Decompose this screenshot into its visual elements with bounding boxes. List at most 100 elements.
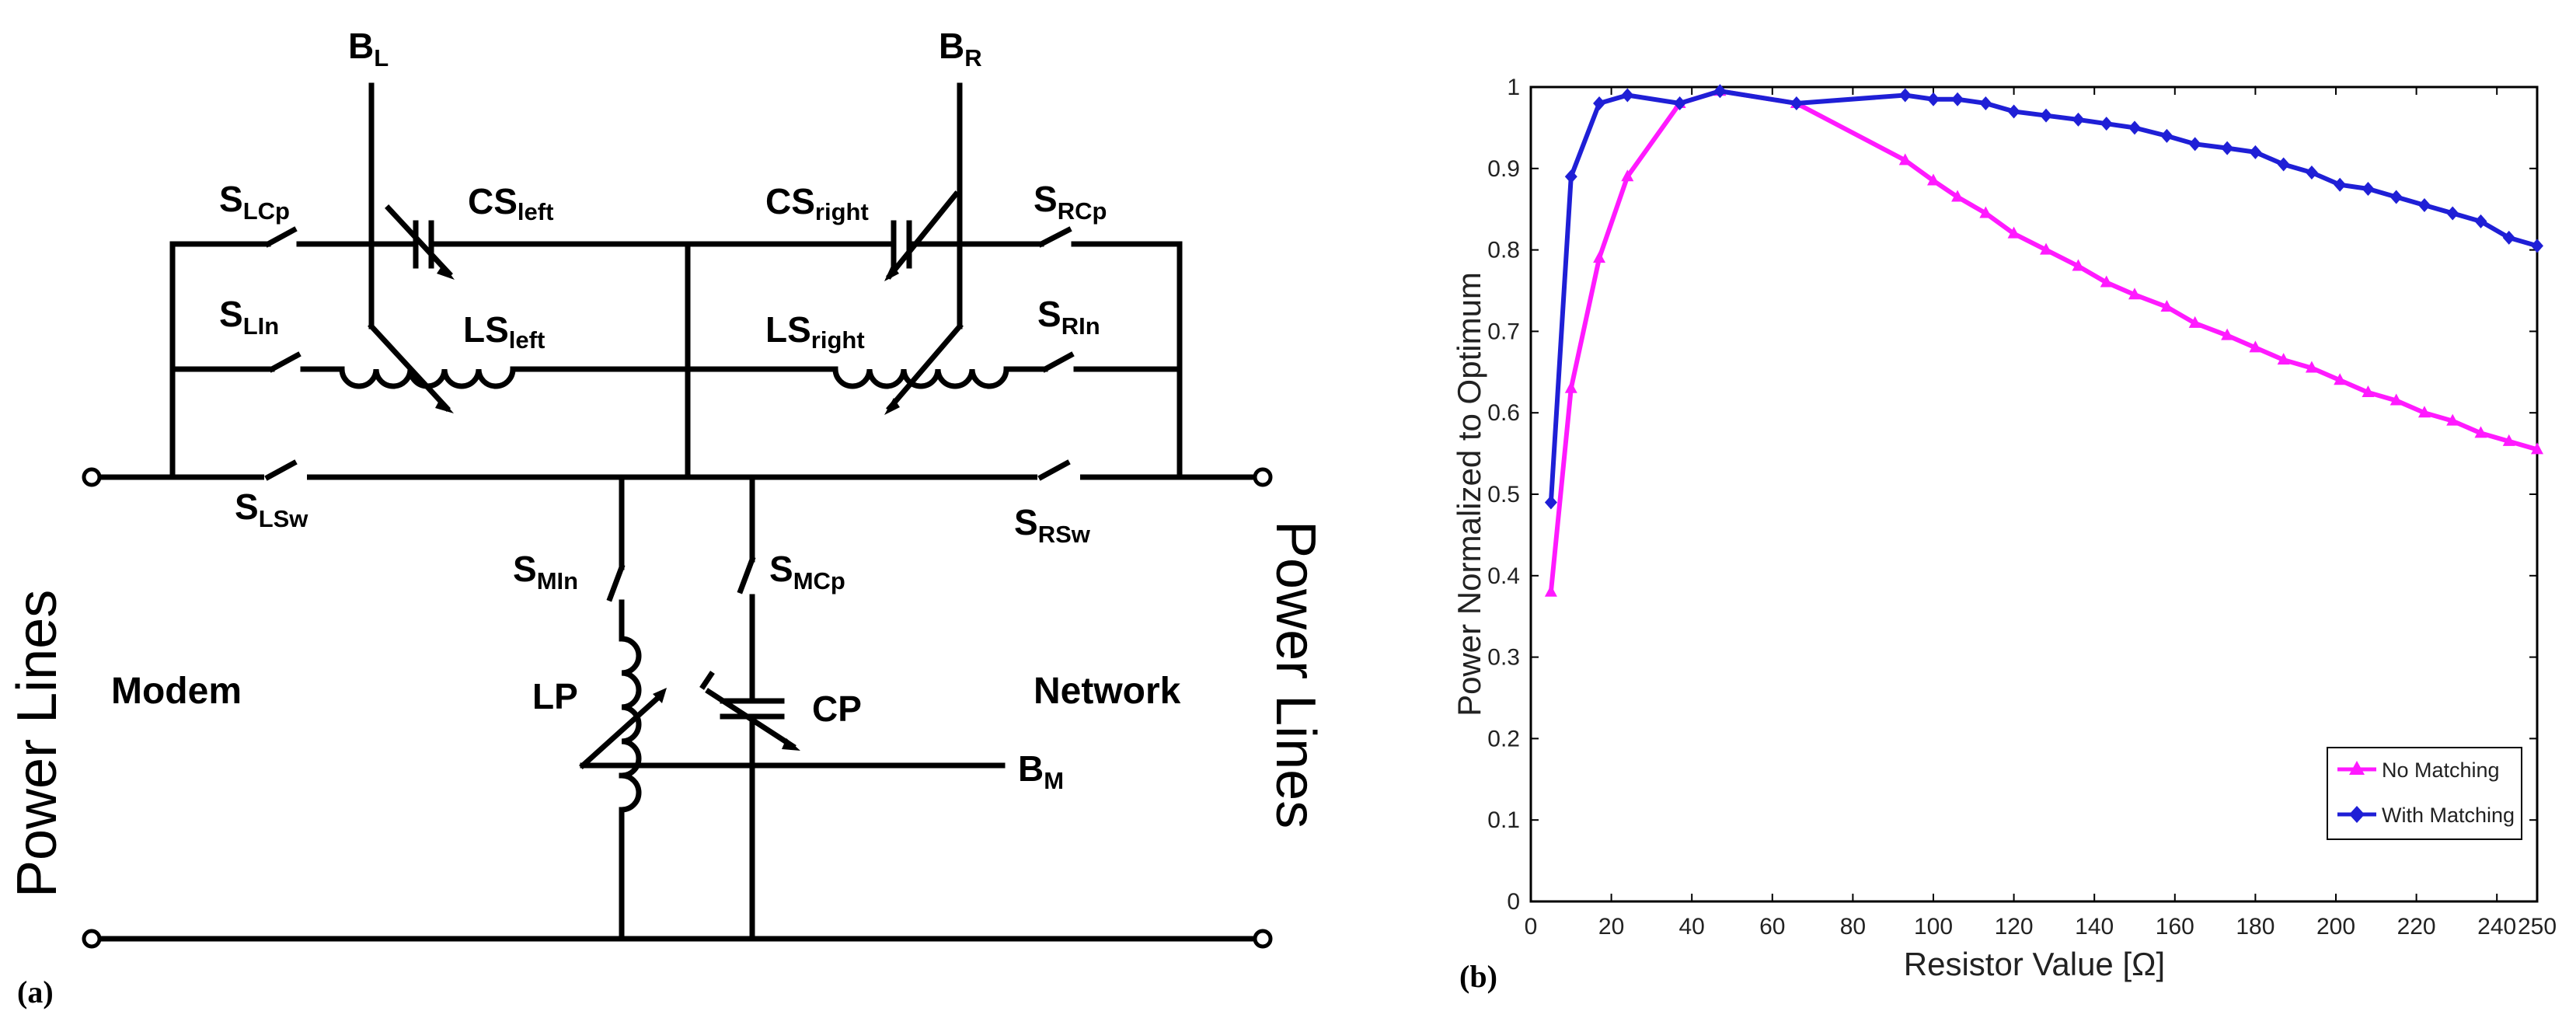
label-csright: CSright (765, 181, 869, 225)
data-point-with-matching (2072, 112, 2085, 127)
label-smin: SMIn (513, 549, 578, 594)
data-point-with-matching (2188, 137, 2201, 152)
data-point-with-matching (2531, 239, 2543, 253)
data-point-with-matching (2305, 166, 2318, 180)
data-point-no-matching (2040, 242, 2053, 255)
switch-slsw (264, 459, 307, 488)
legend-marker-with-matching (2349, 806, 2365, 823)
x-tick-label: 20 (1598, 914, 1624, 940)
x-tick-label: 160 (2156, 914, 2194, 940)
data-point-with-matching (1790, 96, 1803, 110)
y-tick-label: 0.2 (1487, 726, 1520, 751)
data-point-with-matching (2417, 197, 2431, 212)
y-tick-label: 0.6 (1487, 400, 1520, 426)
right-top-terminal (1253, 467, 1273, 487)
data-point-no-matching (2362, 385, 2375, 397)
data-point-no-matching (1593, 251, 1606, 263)
label-lsright: LSright (765, 309, 865, 354)
label-lp: LP (532, 676, 578, 716)
left-top-terminal (82, 467, 102, 487)
x-tick-label: 250 (2518, 914, 2557, 940)
data-point-with-matching (2221, 141, 2234, 155)
data-point-with-matching (1673, 96, 1686, 110)
label-power-lines-left: Power Lines (6, 590, 68, 898)
data-point-with-matching (2007, 104, 2020, 119)
data-point-no-matching (1544, 584, 1557, 597)
y-tick-label: 0.1 (1487, 807, 1520, 833)
data-point-with-matching (2040, 108, 2053, 123)
chart-panel: 0 20 40 60 80 100 120 140 160 180 200 220 240 250 0 0.… (1451, 75, 2557, 994)
right-bottom-terminal (1253, 929, 1273, 949)
legend: No Matching With Matching (2327, 747, 2522, 840)
data-point-no-matching (1979, 206, 1992, 218)
x-axis-ticks: 0 20 40 60 80 100 120 140 160 180 200 220 240 250 (1525, 87, 2557, 940)
data-point-with-matching (2502, 230, 2515, 245)
label-lsleft: LSleft (463, 309, 545, 354)
data-point-no-matching (2334, 373, 2347, 385)
y-axis-ticks: 0 0.1 0.2 0.3 0.4 0.5 0.6 0.7 0.8 0.9 1 (1487, 75, 2537, 915)
label-bm: BM (1018, 748, 1064, 794)
data-point-no-matching (1927, 173, 1940, 186)
data-point-no-matching (2249, 340, 2262, 353)
data-point-no-matching (2007, 226, 2020, 239)
label-modem: Modem (111, 671, 242, 712)
data-point-with-matching (2249, 145, 2262, 159)
data-point-no-matching (2531, 442, 2543, 455)
data-point-with-matching (2100, 117, 2113, 131)
data-point-no-matching (2072, 259, 2085, 271)
switch-srn (1041, 351, 1183, 373)
data-point-with-matching (1927, 92, 1940, 106)
series-layer (1544, 84, 2543, 597)
data-point-with-matching (2390, 190, 2403, 204)
inductor-lsleft (339, 322, 691, 413)
label-smcp: SMCp (769, 549, 845, 594)
y-tick-label: 0.8 (1487, 238, 1520, 263)
data-point-with-matching (2446, 206, 2459, 221)
label-slcp: SLCp (219, 179, 290, 225)
x-tick-label: 80 (1840, 914, 1866, 940)
data-point-with-matching (1621, 88, 1634, 103)
x-tick-label: 140 (2075, 914, 2114, 940)
legend-marker-no-matching (2349, 761, 2365, 775)
panel-b-tag: (b) (1459, 959, 1497, 994)
switch-srcp (1037, 226, 1183, 248)
data-point-no-matching (2305, 361, 2318, 373)
data-point-no-matching (1898, 153, 1912, 166)
data-point-with-matching (1979, 96, 1992, 110)
data-point-no-matching (1951, 190, 1964, 202)
label-br: BR (939, 26, 982, 71)
label-slsw: SLSw (235, 486, 308, 532)
x-tick-label: 240 (2477, 914, 2516, 940)
label-network: Network (1034, 671, 1181, 712)
x-tick-label: 200 (2316, 914, 2355, 940)
data-point-no-matching (2100, 275, 2113, 288)
y-tick-label: 0.5 (1487, 482, 1520, 507)
data-point-with-matching (1564, 169, 1577, 184)
x-tick-label: 60 (1759, 914, 1785, 940)
x-tick-label: 220 (2397, 914, 2436, 940)
circuit-diagram (82, 82, 1273, 949)
data-point-with-matching (2474, 214, 2487, 228)
data-point-with-matching (2128, 120, 2141, 135)
data-point-with-matching (1713, 84, 1727, 99)
panel-a-tag: (a) (17, 974, 54, 1009)
data-point-with-matching (2277, 157, 2290, 172)
x-tick-label: 180 (2236, 914, 2274, 940)
y-tick-label: 0.4 (1487, 563, 1520, 589)
label-sln: SLIn (219, 294, 279, 340)
circuit-labels: BL BR BM SLCp SLIn SLSw SRCp SRIn SRSw S… (6, 26, 1326, 1009)
data-point-with-matching (2334, 177, 2347, 192)
y-tick-label: 0.9 (1487, 156, 1520, 182)
data-point-no-matching (1564, 381, 1577, 393)
data-point-no-matching (2446, 413, 2459, 426)
switch-slcp (169, 226, 419, 248)
data-point-with-matching (1951, 92, 1964, 106)
y-axis-label: Power Normalized to Optimum (1451, 272, 1487, 716)
data-point-with-matching (1544, 495, 1557, 510)
y-tick-label: 0.7 (1487, 319, 1520, 344)
inductor-lsright (685, 322, 1048, 415)
data-point-no-matching (2390, 393, 2403, 406)
data-point-no-matching (2160, 299, 2173, 312)
label-csleft: CSleft (468, 181, 553, 225)
